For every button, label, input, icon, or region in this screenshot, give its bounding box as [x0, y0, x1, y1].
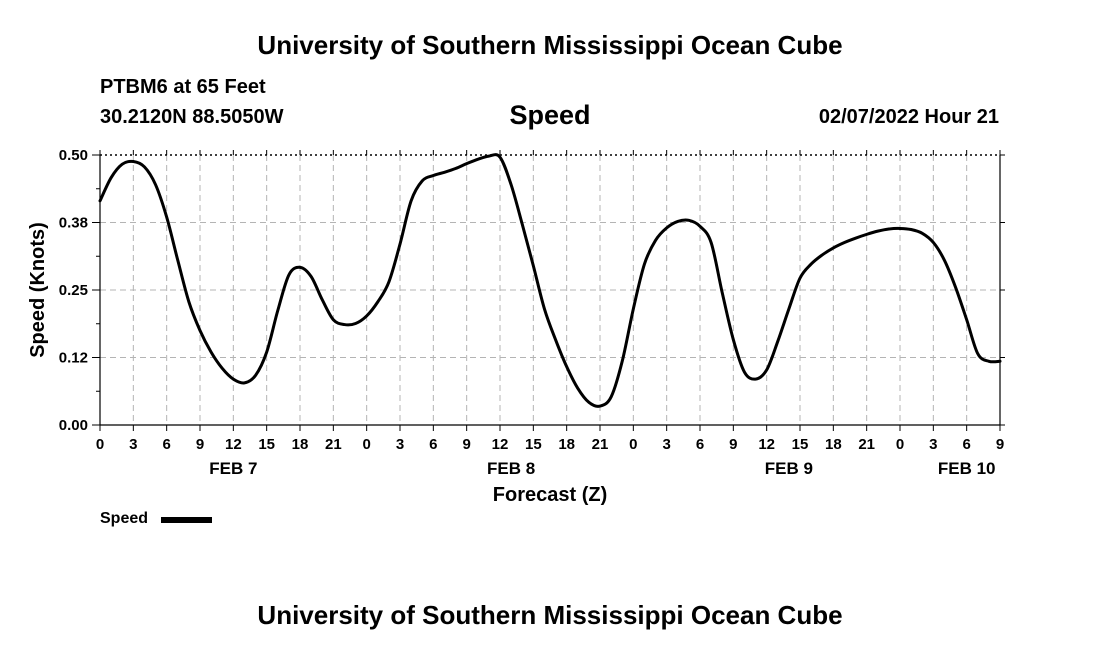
- x-tick-label: 15: [525, 436, 542, 453]
- y-tick-label: 0.00: [59, 417, 88, 434]
- coordinates-label: 30.2120N 88.5050W: [100, 106, 284, 128]
- x-tick-label: 6: [696, 436, 704, 453]
- y-tick-label: 0.25: [59, 282, 88, 299]
- x-tick-label: 3: [396, 436, 404, 453]
- x-tick-label: 9: [996, 436, 1004, 453]
- label-layer: Forecast (Z) Speed (Knots) 0 3 6 9 12 15 18 21 0…: [27, 147, 1004, 506]
- x-tick-label: 3: [929, 436, 937, 453]
- forecast-timestamp: 02/07/2022 Hour 21: [818, 106, 999, 128]
- x-tick-label: 21: [592, 436, 609, 453]
- x-tick-label: 18: [292, 436, 309, 453]
- x-axis-label: Forecast (Z): [493, 484, 607, 506]
- y-tick-label: 0.50: [59, 147, 88, 164]
- station-label: PTBM6 at 65 Feet: [100, 76, 266, 98]
- org-title-top: University of Southern Mississippi Ocean…: [257, 30, 843, 60]
- x-tick-label: 21: [858, 436, 875, 453]
- speed-series-line: [98, 153, 1002, 408]
- x-tick-label: 15: [258, 436, 275, 453]
- x-tick-label: 18: [558, 436, 575, 453]
- legend-line-swatch: [161, 517, 212, 523]
- x-tick-label: 21: [325, 436, 342, 453]
- x-tick-label: 12: [492, 436, 509, 453]
- x-tick-label: 9: [196, 436, 204, 453]
- series-layer: [98, 153, 1002, 408]
- x-tick-label: 15: [792, 436, 809, 453]
- axis-layer: [92, 150, 1005, 431]
- y-tick-label: 0.38: [59, 215, 88, 232]
- x-tick-label: 12: [758, 436, 775, 453]
- chart-title: Speed: [509, 100, 591, 130]
- grid-layer: [100, 154, 1000, 425]
- legend-label: Speed: [100, 510, 149, 527]
- x-tick-label: 9: [729, 436, 737, 453]
- x-tick-label: 6: [429, 436, 437, 453]
- day-label: FEB 10: [938, 459, 996, 478]
- day-label: FEB 8: [487, 459, 535, 478]
- x-tick-label: 0: [362, 436, 370, 453]
- x-tick-label: 3: [662, 436, 670, 453]
- x-tick-label: 6: [962, 436, 970, 453]
- org-title-bottom: University of Southern Mississippi Ocean…: [257, 600, 843, 630]
- x-tick-label: 9: [462, 436, 470, 453]
- x-tick-label: 12: [225, 436, 242, 453]
- x-tick-label: 0: [96, 436, 104, 453]
- day-label: FEB 9: [765, 459, 813, 478]
- day-label: FEB 7: [209, 459, 257, 478]
- x-tick-label: 3: [129, 436, 137, 453]
- x-tick-label: 18: [825, 436, 842, 453]
- x-tick-label: 0: [896, 436, 904, 453]
- x-tick-label: 6: [162, 436, 170, 453]
- x-tick-label: 0: [629, 436, 637, 453]
- y-axis-label: Speed (Knots): [27, 222, 49, 358]
- y-tick-label: 0.12: [59, 350, 88, 367]
